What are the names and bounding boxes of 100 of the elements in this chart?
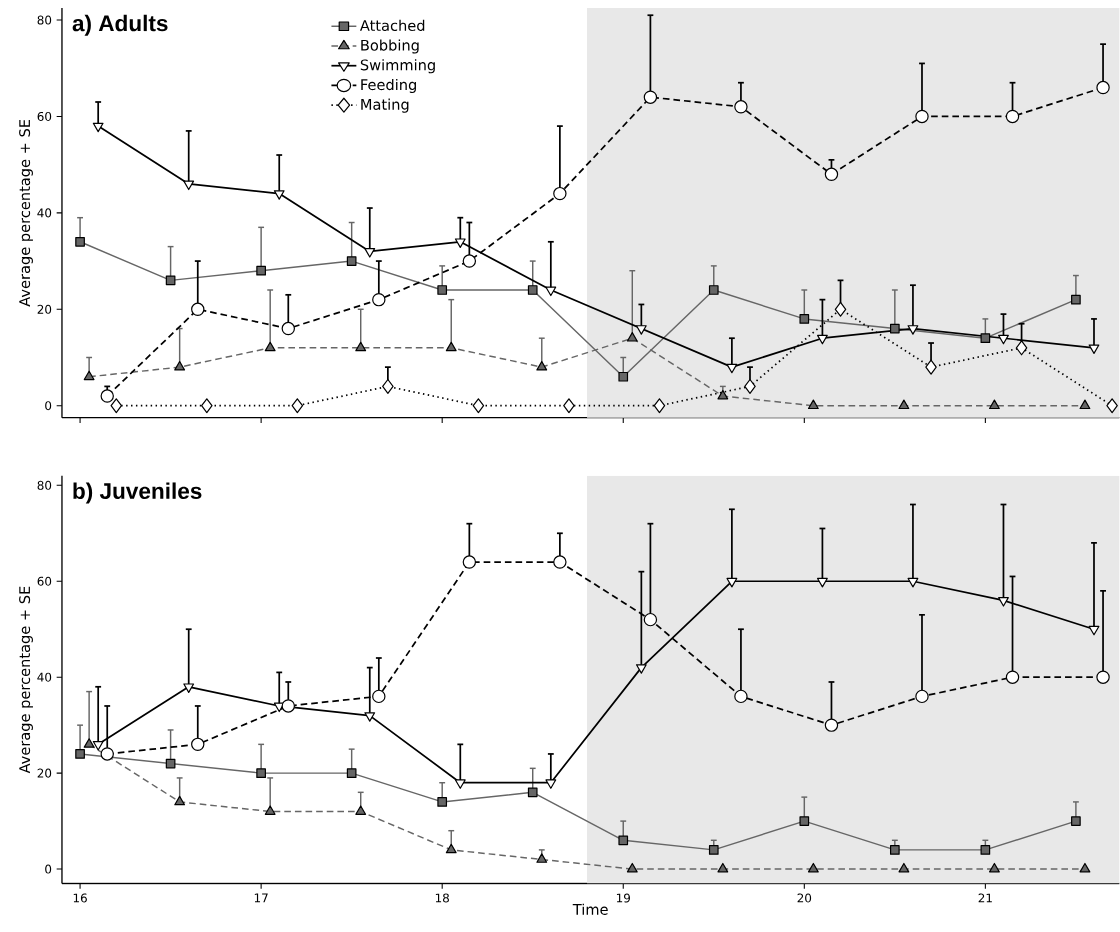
point bbox=[643, 612, 658, 627]
x-tick-label: 20 bbox=[797, 893, 812, 903]
point bbox=[1079, 862, 1091, 873]
y-tick-label: 40 bbox=[37, 208, 52, 218]
chart-title: a) Adults bbox=[72, 14, 168, 36]
y-tick-label: 80 bbox=[37, 15, 52, 25]
point bbox=[925, 359, 937, 375]
point bbox=[563, 397, 575, 413]
point bbox=[998, 596, 1009, 607]
point bbox=[708, 284, 719, 295]
point bbox=[553, 555, 567, 569]
point bbox=[183, 180, 195, 190]
point bbox=[635, 663, 647, 674]
point bbox=[708, 844, 719, 855]
y-tick-label: 60 bbox=[37, 576, 52, 586]
point bbox=[291, 397, 304, 413]
point bbox=[281, 321, 295, 336]
y-axis-title: Average percentage + SE bbox=[19, 586, 33, 774]
point bbox=[1096, 670, 1110, 684]
point bbox=[799, 816, 810, 826]
point bbox=[75, 236, 85, 247]
point bbox=[988, 399, 1000, 409]
point bbox=[816, 334, 828, 345]
point bbox=[183, 683, 195, 693]
point bbox=[626, 862, 638, 873]
point bbox=[256, 768, 266, 778]
point bbox=[264, 341, 276, 352]
point bbox=[807, 862, 819, 873]
point bbox=[834, 301, 847, 317]
chart-title: b) Juveniles bbox=[73, 482, 202, 504]
point bbox=[626, 331, 638, 342]
x-tick-label: 19 bbox=[616, 893, 631, 903]
point bbox=[907, 577, 919, 588]
legend-label: Mating bbox=[361, 98, 409, 113]
point bbox=[988, 862, 1000, 873]
legend-label: Attached bbox=[359, 19, 425, 31]
point bbox=[437, 284, 448, 295]
x-tick-label: 16 bbox=[73, 893, 87, 903]
point bbox=[382, 378, 394, 394]
point bbox=[100, 747, 114, 761]
point bbox=[355, 341, 367, 352]
point bbox=[980, 844, 991, 855]
point bbox=[527, 284, 538, 295]
point bbox=[191, 302, 205, 316]
point bbox=[980, 333, 991, 343]
point bbox=[364, 711, 376, 722]
y-tick-label: 40 bbox=[37, 672, 52, 682]
legend-label: Swimming bbox=[360, 58, 435, 74]
point bbox=[536, 853, 548, 863]
point bbox=[346, 256, 357, 266]
point bbox=[273, 189, 285, 200]
point bbox=[1106, 397, 1118, 413]
point bbox=[1071, 816, 1081, 826]
y-tick-label: 0 bbox=[45, 864, 52, 874]
point bbox=[472, 397, 485, 413]
point bbox=[527, 787, 538, 797]
x-tick-label: 21 bbox=[978, 893, 992, 903]
x-tick-label: 17 bbox=[254, 893, 268, 902]
point bbox=[618, 835, 629, 845]
point bbox=[643, 90, 658, 104]
point bbox=[355, 805, 367, 815]
point bbox=[445, 341, 457, 352]
point bbox=[907, 324, 919, 335]
point bbox=[364, 247, 376, 258]
point bbox=[898, 862, 910, 873]
y-axis-title: Average percentage + SE bbox=[19, 119, 33, 307]
point bbox=[165, 275, 176, 285]
point bbox=[1079, 399, 1091, 409]
point bbox=[346, 768, 357, 778]
y-tick-label: 20 bbox=[37, 768, 52, 778]
y-tick-label: 60 bbox=[37, 111, 52, 121]
point bbox=[635, 324, 647, 335]
point bbox=[653, 397, 666, 413]
x-tick-label: 18 bbox=[435, 893, 449, 903]
point bbox=[174, 795, 186, 806]
point bbox=[445, 843, 457, 854]
x-axis-title: Time bbox=[572, 903, 608, 915]
point bbox=[717, 862, 729, 873]
point bbox=[734, 689, 748, 703]
point bbox=[545, 779, 557, 789]
point bbox=[92, 740, 104, 751]
point bbox=[454, 779, 466, 789]
point bbox=[1096, 80, 1110, 95]
point bbox=[1088, 625, 1100, 636]
point bbox=[1071, 294, 1081, 305]
point bbox=[256, 265, 266, 276]
point bbox=[744, 378, 756, 394]
point bbox=[824, 718, 839, 732]
point bbox=[437, 796, 448, 807]
point bbox=[799, 313, 810, 324]
point bbox=[553, 186, 567, 201]
y-tick-label: 0 bbox=[45, 400, 52, 410]
point bbox=[454, 238, 466, 248]
point bbox=[92, 122, 104, 133]
point bbox=[281, 699, 295, 713]
point bbox=[100, 389, 114, 403]
point bbox=[174, 360, 186, 371]
point bbox=[191, 737, 205, 751]
point bbox=[807, 399, 819, 409]
point bbox=[734, 99, 748, 114]
